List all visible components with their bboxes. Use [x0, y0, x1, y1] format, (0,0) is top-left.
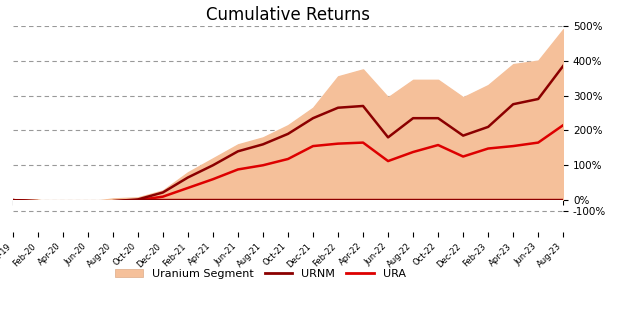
Legend: Uranium Segment, URNM, URA: Uranium Segment, URNM, URA [111, 264, 410, 283]
Title: Cumulative Returns: Cumulative Returns [206, 6, 370, 24]
